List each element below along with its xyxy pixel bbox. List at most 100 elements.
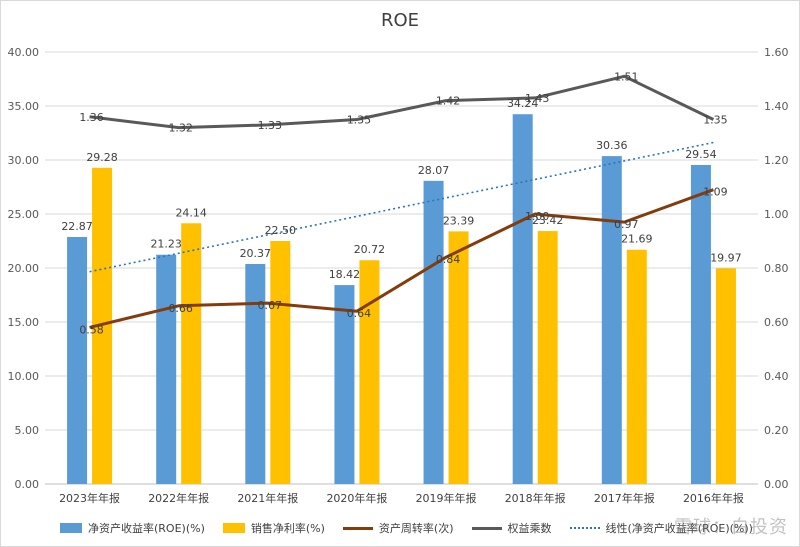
legend-item-equity-multiplier: 权益乘数 xyxy=(471,520,552,536)
gridlines xyxy=(45,51,758,485)
data-label-roe: 20.37 xyxy=(240,247,272,260)
data-label-equity-multiplier: 1.35 xyxy=(347,114,372,127)
data-label-equity-multiplier: 1.35 xyxy=(703,114,728,127)
y-right-tick-label: 0.80 xyxy=(764,262,789,275)
data-label-equity-multiplier: 1.33 xyxy=(258,119,283,132)
bar-net-margin xyxy=(537,231,558,484)
legend-swatch-asset-turnover xyxy=(342,526,373,530)
bar-net-margin xyxy=(448,231,469,484)
y-left-tick-label: 40.00 xyxy=(8,46,40,59)
legend-item-roe: 净资产收益率(ROE)(%) xyxy=(60,520,205,536)
data-label-roe: 34.24 xyxy=(507,97,539,110)
y-left-tick-label: 10.00 xyxy=(8,370,40,383)
line-asset-turnover xyxy=(89,188,714,329)
data-label-equity-multiplier: 1.42 xyxy=(436,95,461,108)
data-label-roe: 22.87 xyxy=(61,220,93,233)
data-label-asset-turnover: 0.67 xyxy=(258,299,283,312)
data-label-net-margin: 21.69 xyxy=(621,233,653,246)
x-tick-label: 2022年年报 xyxy=(148,491,209,505)
y-left-tick-label: 30.00 xyxy=(8,154,40,167)
data-label-asset-turnover: 0.66 xyxy=(168,302,193,315)
bar-net-margin xyxy=(715,268,736,484)
y-right-tick-label: 1.20 xyxy=(764,154,789,167)
legend-item-trendline: 线性(净资产收益率(ROE)(%)) xyxy=(569,520,753,536)
bar-roe xyxy=(423,180,444,484)
bar-roe xyxy=(512,114,533,484)
y-left-tick-label: 35.00 xyxy=(8,100,40,113)
legend: 净资产收益率(ROE)(%) 销售净利率(%) 资产周转率(次) 权益乘数 线性… xyxy=(60,520,753,536)
data-label-net-margin: 24.14 xyxy=(175,206,207,219)
x-tick-label: 2017年年报 xyxy=(594,491,655,505)
y-right-tick-label: 0.20 xyxy=(764,424,789,437)
axes: 0.00 0.00 5.00 0.20 10.00 0.40 15.00 0.60 20.00 0… xyxy=(8,46,789,505)
data-label-net-margin: 29.28 xyxy=(86,151,118,164)
lines xyxy=(89,74,715,329)
legend-swatch-roe xyxy=(60,523,82,533)
trendline-roe xyxy=(89,141,714,273)
data-label-net-margin: 23.42 xyxy=(532,214,564,227)
data-label-roe: 28.07 xyxy=(418,164,450,177)
y-right-tick-label: 1.60 xyxy=(764,46,789,59)
legend-label-trendline: 线性(净资产收益率(ROE)(%)) xyxy=(605,522,753,535)
data-label-roe: 29.54 xyxy=(685,148,717,161)
legend-label-net-margin: 销售净利率(%) xyxy=(250,522,325,535)
y-right-tick-label: 0.60 xyxy=(764,316,789,329)
y-right-tick-label: 1.40 xyxy=(764,100,789,113)
data-label-equity-multiplier: 1.36 xyxy=(79,111,104,124)
x-tick-label: 2018年年报 xyxy=(505,491,566,505)
x-tick-label: 2021年年报 xyxy=(237,491,298,505)
chart-title: ROE xyxy=(380,10,420,31)
y-left-tick-label: 0.00 xyxy=(15,478,40,491)
data-label-net-margin: 20.72 xyxy=(354,243,386,256)
y-left-tick-label: 5.00 xyxy=(15,424,40,437)
legend-label-equity-multiplier: 权益乘数 xyxy=(507,522,552,535)
data-label-asset-turnover: 0.64 xyxy=(347,307,372,320)
data-label-net-margin: 23.39 xyxy=(443,214,475,227)
data-labels: 22.87 21.23 20.37 18.42 28.07 34.24 30.36 29.54… xyxy=(61,70,741,336)
data-label-roe: 21.23 xyxy=(150,238,182,251)
bar-roe xyxy=(690,164,711,484)
data-label-asset-turnover: 1.09 xyxy=(703,186,728,199)
bar-roe xyxy=(334,285,355,484)
legend-item-net-margin: 销售净利率(%) xyxy=(222,520,325,536)
data-label-asset-turnover: 0.58 xyxy=(79,323,104,336)
y-right-tick-label: 0.40 xyxy=(764,370,789,383)
line-equity-multiplier xyxy=(89,74,715,130)
y-right-tick-label: 1.00 xyxy=(764,208,789,221)
y-left-tick-label: 25.00 xyxy=(8,208,40,221)
data-label-roe: 30.36 xyxy=(596,139,628,152)
legend-item-asset-turnover: 资产周转率(次) xyxy=(342,520,454,536)
legend-swatch-trendline xyxy=(569,527,600,529)
x-tick-label: 2019年年报 xyxy=(416,491,477,505)
data-label-equity-multiplier: 1.43 xyxy=(525,92,550,105)
bar-roe xyxy=(601,156,622,484)
data-label-equity-multiplier: 1.51 xyxy=(614,70,639,83)
watermark: 雪球：白投资 xyxy=(674,517,788,538)
x-tick-label: 2020年年报 xyxy=(326,491,387,505)
bar-net-margin xyxy=(270,241,291,484)
bar-net-margin xyxy=(626,249,647,484)
legend-swatch-equity-multiplier xyxy=(471,526,502,530)
x-tick-label: 2023年年报 xyxy=(59,491,120,505)
y-left-tick-label: 20.00 xyxy=(8,262,40,275)
data-label-asset-turnover: 1.00 xyxy=(525,210,550,223)
bar-net-margin xyxy=(359,260,380,484)
data-label-net-margin: 19.97 xyxy=(710,251,742,264)
legend-swatch-net-margin xyxy=(222,523,245,533)
legend-label-asset-turnover: 资产周转率(次) xyxy=(378,522,454,535)
bar-net-margin xyxy=(181,223,202,484)
x-tick-label: 2016年年报 xyxy=(683,491,744,505)
data-label-equity-multiplier: 1.32 xyxy=(168,122,193,135)
legend-label-roe: 净资产收益率(ROE)(%) xyxy=(88,522,205,535)
y-right-tick-label: 0.00 xyxy=(764,478,789,491)
data-label-roe: 18.42 xyxy=(329,268,361,281)
bar-roe xyxy=(245,264,266,484)
data-label-asset-turnover: 0.97 xyxy=(614,218,639,231)
trendline xyxy=(89,141,714,273)
bar-roe xyxy=(67,237,88,484)
bars xyxy=(67,114,736,484)
data-label-asset-turnover: 0.84 xyxy=(436,253,461,266)
y-left-tick-label: 15.00 xyxy=(8,316,40,329)
